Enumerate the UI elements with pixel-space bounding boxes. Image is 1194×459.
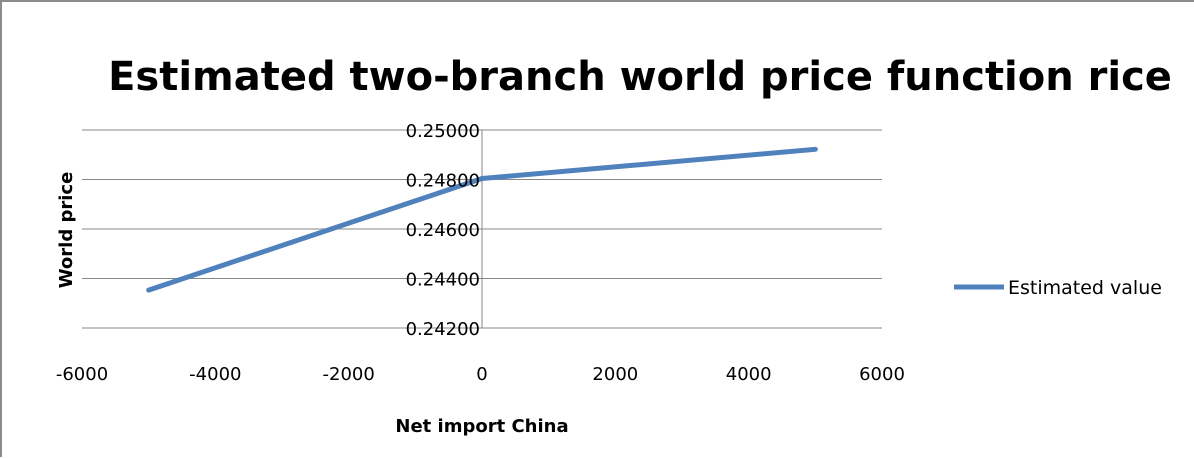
x-tick-label: 2000 xyxy=(592,364,638,385)
x-tick-label: 6000 xyxy=(859,364,905,385)
x-tick-labels: -6000 -4000 -2000 0 2000 4000 6000 xyxy=(56,364,905,385)
y-axis-label: World price xyxy=(56,172,77,289)
legend: Estimated value xyxy=(954,277,1162,299)
x-tick-label: -2000 xyxy=(323,364,375,385)
y-tick-labels: 0.24200 0.24400 0.24600 0.24800 0.25000 xyxy=(406,121,480,340)
x-tick-label: -6000 xyxy=(56,364,108,385)
y-tick-label: 0.24800 xyxy=(406,171,480,192)
y-tick-label: 0.24400 xyxy=(406,270,480,291)
legend-label: Estimated value xyxy=(1008,277,1162,299)
y-tick-label: 0.24200 xyxy=(406,319,480,340)
y-tick-label: 0.25000 xyxy=(406,121,480,142)
x-axis-label: Net import China xyxy=(395,416,568,437)
x-tick-label: 0 xyxy=(476,364,487,385)
chart-title: Estimated two-branch world price functio… xyxy=(108,54,1172,100)
x-tick-label: 4000 xyxy=(726,364,772,385)
y-tick-label: 0.24600 xyxy=(406,220,480,241)
x-tick-label: -4000 xyxy=(189,364,241,385)
